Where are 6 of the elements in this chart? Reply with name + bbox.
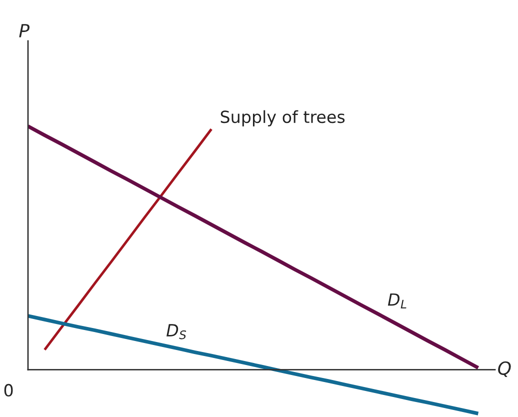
- series-label: D$_{S}$: [166, 324, 186, 340]
- series-label: D$_{L}$: [388, 293, 406, 308]
- series-label: Supply of trees: [220, 110, 345, 126]
- x-axis-title: Q: [498, 361, 511, 378]
- y-axis-title: P: [19, 24, 30, 38]
- text: 0: [4, 384, 13, 397]
